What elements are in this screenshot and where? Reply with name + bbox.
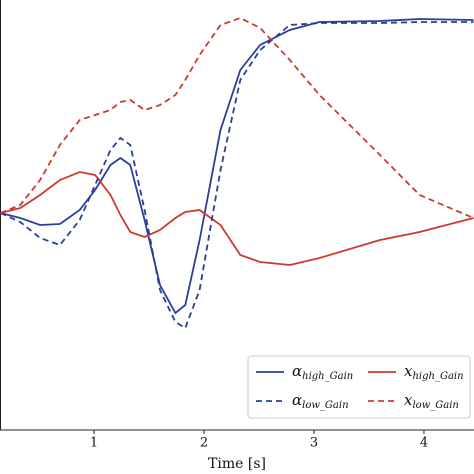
x-tick-label: 4 xyxy=(420,436,428,451)
legend-label: xlow_Gain xyxy=(404,391,459,411)
legend-label: αlow_Gain xyxy=(292,391,349,411)
data-line xyxy=(0,21,474,330)
data-line xyxy=(0,171,474,266)
data-line xyxy=(0,18,474,315)
data-line xyxy=(0,17,474,219)
legend-label: αhigh_Gain xyxy=(292,362,353,382)
x-tick-label: 1 xyxy=(90,436,98,451)
legend-label: xhigh_Gain xyxy=(404,362,464,382)
x-axis-label: Time [s] xyxy=(208,456,266,472)
x-tick-label: 2 xyxy=(200,436,208,451)
legend-box xyxy=(247,355,471,419)
x-tick-label: 3 xyxy=(310,436,318,451)
